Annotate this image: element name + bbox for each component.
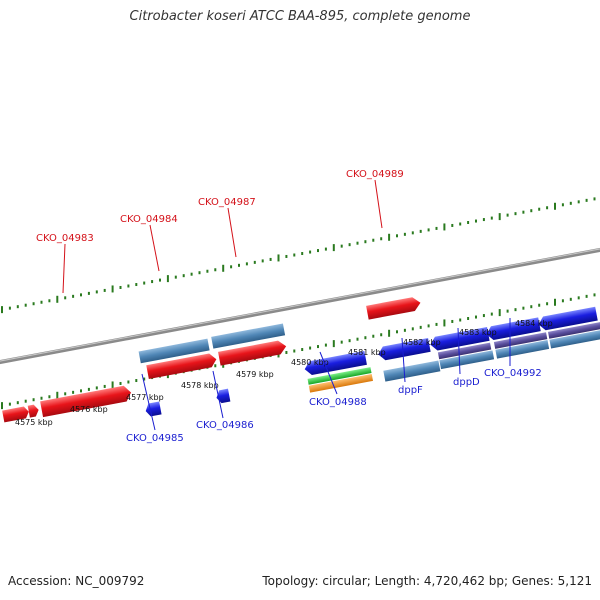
feature-steel-6[interactable] [549, 329, 600, 349]
gene-cko-04989-arrow[interactable] [366, 296, 422, 320]
gene-cko-04985-arrow[interactable] [144, 401, 162, 418]
scale-labels: 4575 kbp 4576 kbp 4577 kbp 4578 kbp 4579 kbp… [15, 319, 553, 427]
label-leaders [62, 179, 511, 431]
feature-green[interactable] [307, 367, 372, 385]
leader-dppf [401, 337, 406, 383]
gene-cko-04993-arrow[interactable] [537, 306, 598, 332]
feature-orange[interactable] [308, 373, 374, 393]
leader-cko-04985 [141, 373, 156, 431]
gene-label-cko-04988[interactable]: CKO_04988 [309, 397, 367, 408]
gene-dppf-arrow[interactable] [377, 337, 431, 361]
scale-label: 4578 kbp [181, 381, 219, 390]
gene-cko-04987-arrow[interactable] [218, 339, 287, 366]
leader-cko-04983 [62, 243, 66, 294]
gene-cko-04988-arrow[interactable] [303, 350, 367, 376]
leader-cko-04987 [227, 207, 237, 258]
map-title: Citrobacter koseri ATCC BAA-895, complet… [129, 9, 471, 24]
scale-label: 4584 kbp [515, 319, 553, 328]
leader-cko-04988 [319, 351, 338, 395]
feature-steel-3[interactable] [383, 360, 441, 382]
scale-label: 4576 kbp [70, 405, 108, 414]
gene-dppd-arrow[interactable] [429, 326, 490, 352]
gene-cko-04984-arrow[interactable] [146, 352, 217, 380]
feature-steel-2[interactable] [211, 323, 286, 349]
feature-steel-4[interactable] [439, 350, 495, 370]
genome-backbone [0, 247, 600, 365]
gene-cko-04983-arrow[interactable] [40, 385, 132, 418]
gene-cko-04986-arrow[interactable] [215, 388, 231, 404]
scale-label: 4579 kbp [236, 370, 274, 379]
leader-cko-04984 [149, 224, 160, 272]
scale-label: 4575 kbp [15, 418, 53, 427]
gene-label-cko-04984[interactable]: CKO_04984 [120, 214, 178, 225]
gene-label-cko-04989[interactable]: CKO_04989 [346, 169, 404, 180]
scale-label: 4583 kbp [459, 328, 497, 337]
accession-text: Accession: NC_009792 [8, 574, 145, 588]
gene-cko-04992-arrow[interactable] [485, 317, 541, 341]
gene-label-cko-04992[interactable]: CKO_04992 [484, 368, 542, 379]
forward-tick-track [1, 197, 596, 314]
feature-purple-3[interactable] [547, 321, 600, 339]
feature-purple-2[interactable] [493, 332, 548, 349]
gene-label-cko-04983[interactable]: CKO_04983 [36, 233, 94, 244]
gene-small-red-arrow[interactable] [27, 404, 40, 418]
gene-label-dppd[interactable]: dppD [453, 377, 480, 388]
feature-purple-1[interactable] [437, 342, 492, 360]
leader-dppd [457, 327, 461, 375]
scale-label: 4581 kbp [348, 348, 386, 357]
feature-steel-1[interactable] [138, 338, 210, 364]
genome-backbone-highlight [0, 248, 600, 362]
scale-label: 4580 kbp [291, 358, 329, 367]
leader-cko-04989 [374, 179, 383, 229]
genome-summary-text: Topology: circular; Length: 4,720,462 bp… [262, 574, 592, 588]
gene-label-dppf[interactable]: dppF [398, 385, 423, 396]
gene-label-cko-04986[interactable]: CKO_04986 [196, 420, 254, 431]
leader-cko-04986 [212, 370, 224, 419]
scale-label: 4577 kbp [126, 393, 164, 402]
scale-label: 4582 kbp [403, 338, 441, 347]
gene-cko-04982-arrow[interactable] [2, 406, 30, 423]
gene-label-cko-04985[interactable]: CKO_04985 [126, 433, 184, 444]
feature-steel-5[interactable] [495, 340, 550, 359]
gene-label-cko-04987[interactable]: CKO_04987 [198, 197, 256, 208]
